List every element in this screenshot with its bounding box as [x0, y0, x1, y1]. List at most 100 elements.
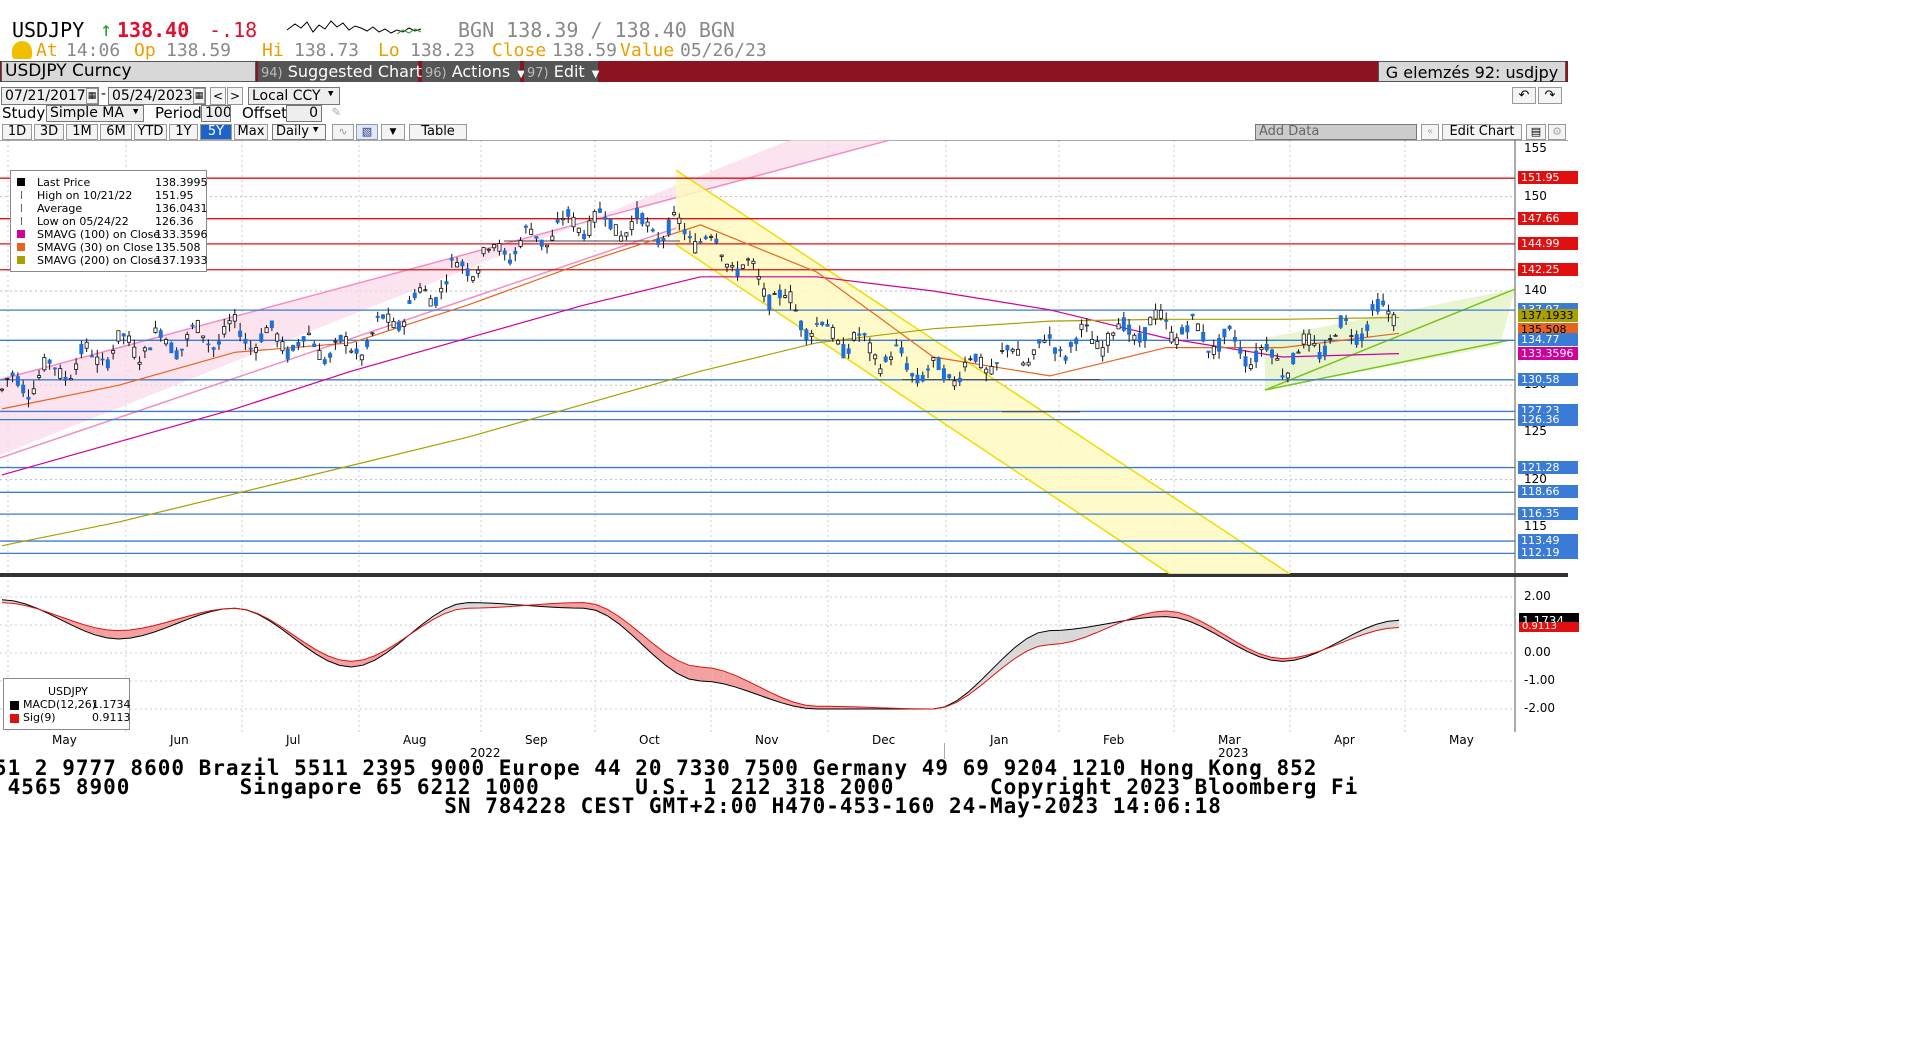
edit-chart-button[interactable]: Edit Chart	[1442, 124, 1522, 140]
range-button-1m[interactable]: 1M	[66, 124, 98, 140]
collapse-icon[interactable]: «	[1421, 124, 1439, 140]
suggested-charts-number: 94)	[261, 66, 283, 81]
price-bar	[1328, 338, 1333, 340]
price-bar	[545, 244, 550, 248]
price-bar	[714, 238, 719, 244]
price-bar	[762, 288, 767, 297]
range-button-max[interactable]: Max	[234, 124, 268, 140]
table-button[interactable]: Table	[409, 124, 467, 140]
price-bar	[269, 320, 274, 329]
price-bar	[1164, 319, 1169, 322]
price-bar	[428, 298, 433, 307]
legend-row[interactable]: SMAVG (100) on Close 133.3596	[15, 228, 208, 241]
price-bar	[867, 342, 872, 354]
price-tag: 137.1933	[1518, 308, 1578, 322]
legend-row[interactable]: Average 136.0431	[15, 202, 208, 215]
panel-title: G elemzés 92: usdjpy	[1378, 61, 1566, 82]
ticker-symbol: USDJPY	[12, 18, 85, 42]
gear-icon[interactable]: ⚙	[1548, 124, 1566, 140]
legend-value: 138.3995	[155, 176, 208, 189]
price-bar	[1047, 334, 1052, 339]
price-bar	[142, 347, 147, 352]
scroll-forward-button[interactable]: >	[227, 87, 243, 105]
price-bar	[418, 287, 423, 293]
price-bar	[613, 224, 618, 236]
chart-settings-icon[interactable]: ▤	[1526, 124, 1546, 140]
price-bar	[799, 320, 804, 331]
legend-swatch	[17, 256, 25, 264]
legend-row[interactable]: High on 10/21/22 151.95	[15, 189, 201, 202]
price-bar	[592, 211, 597, 223]
redo-button[interactable]: ↷	[1538, 87, 1562, 104]
macd-fill	[1073, 627, 1085, 642]
range-button-ytd[interactable]: YTD	[134, 124, 167, 140]
price-bar	[1185, 325, 1190, 333]
scroll-back-button[interactable]: <	[210, 87, 226, 105]
candle-chart-icon[interactable]: ▧	[356, 124, 378, 140]
legend-row[interactable]: SMAVG (200) on Close 137.1933	[15, 254, 208, 267]
macd-fill	[770, 692, 782, 703]
period-input[interactable]: 100	[201, 105, 231, 122]
price-bar	[1084, 324, 1089, 327]
price-bar	[190, 324, 195, 327]
calendar-icon[interactable]: ▦	[193, 88, 205, 104]
downtrend-upper	[675, 169, 1291, 574]
legend-row[interactable]: Last Price 138.3995	[15, 176, 208, 189]
macd-fill	[1259, 653, 1271, 661]
range-button-1y[interactable]: 1Y	[169, 124, 198, 140]
gauge-icon[interactable]	[12, 41, 32, 59]
price-bar	[148, 347, 153, 351]
price-chart[interactable]	[0, 140, 1568, 880]
chart-type-dropdown[interactable]: ▼	[381, 124, 405, 140]
price-bar	[984, 368, 989, 374]
price-bar	[978, 356, 983, 369]
price-bar	[624, 232, 629, 237]
price-tag: 130.58	[1518, 372, 1578, 386]
start-date-field[interactable]: 07/21/2017	[1, 87, 99, 105]
price-bar	[63, 376, 68, 381]
macd-legend: USDJPY MACD(12,26) 1.1734 Sig(9) 0.9113	[3, 678, 131, 730]
price-bar	[1359, 333, 1364, 341]
currency-select[interactable]: Local CCY	[248, 87, 340, 105]
macd-fill	[1247, 648, 1260, 657]
price-bar	[1338, 315, 1343, 328]
price-bar	[312, 343, 317, 348]
edit-label: Edit	[553, 62, 585, 81]
last-price: 138.40	[117, 18, 190, 42]
range-button-3d[interactable]: 3D	[34, 124, 64, 140]
study-select[interactable]: Simple MA	[46, 105, 144, 122]
pencil-icon[interactable]: ✎	[332, 104, 341, 120]
security-field[interactable]: USDJPY Curncy	[1, 61, 256, 82]
edit-menu[interactable]: 97) Edit ▼	[524, 61, 600, 82]
price-bar	[1238, 347, 1243, 354]
chevron-down-icon: ▼	[133, 107, 139, 117]
macd-fill	[1166, 611, 1178, 618]
period-label: Period	[155, 104, 202, 122]
price-bar	[105, 359, 110, 369]
price-bar	[1016, 348, 1021, 356]
end-date-field[interactable]: 05/24/2023	[108, 87, 206, 105]
month-axis: May Jun Jul Aug Sep Oct Nov Dec Jan Feb Mar Apr May 2…	[0, 733, 1516, 763]
legend-row[interactable]: Low on 05/24/22 126.36	[15, 215, 201, 228]
price-bar	[698, 241, 703, 243]
suggested-charts-menu[interactable]: 94) Suggested Charts	[258, 61, 430, 82]
price-bar	[926, 368, 931, 371]
price-bar	[1190, 313, 1195, 317]
legend-row[interactable]: SMAVG (30) on Close 135.508	[15, 241, 201, 254]
chart-legend[interactable]: Last Price 138.3995 High on 10/21/22 151.95…	[10, 170, 208, 272]
range-button-1d[interactable]: 1D	[2, 124, 32, 140]
actions-menu[interactable]: 96) Actions ▼	[422, 61, 525, 82]
price-tag: 133.3596	[1518, 346, 1578, 360]
macd-fill	[1084, 625, 1097, 638]
calendar-icon[interactable]: ▦	[86, 88, 98, 104]
price-bar	[931, 357, 936, 361]
month-label: Sep	[525, 733, 548, 747]
undo-button[interactable]: ↶	[1512, 87, 1536, 104]
line-chart-icon[interactable]: ∿	[332, 124, 354, 140]
range-button-6m[interactable]: 6M	[100, 124, 132, 140]
high-label: Hi	[262, 40, 284, 61]
price-bar	[560, 218, 565, 221]
add-data-input[interactable]: Add Data	[1255, 124, 1417, 140]
offset-input[interactable]: 0	[286, 105, 322, 122]
range-button-5y[interactable]: 5Y	[200, 124, 232, 140]
